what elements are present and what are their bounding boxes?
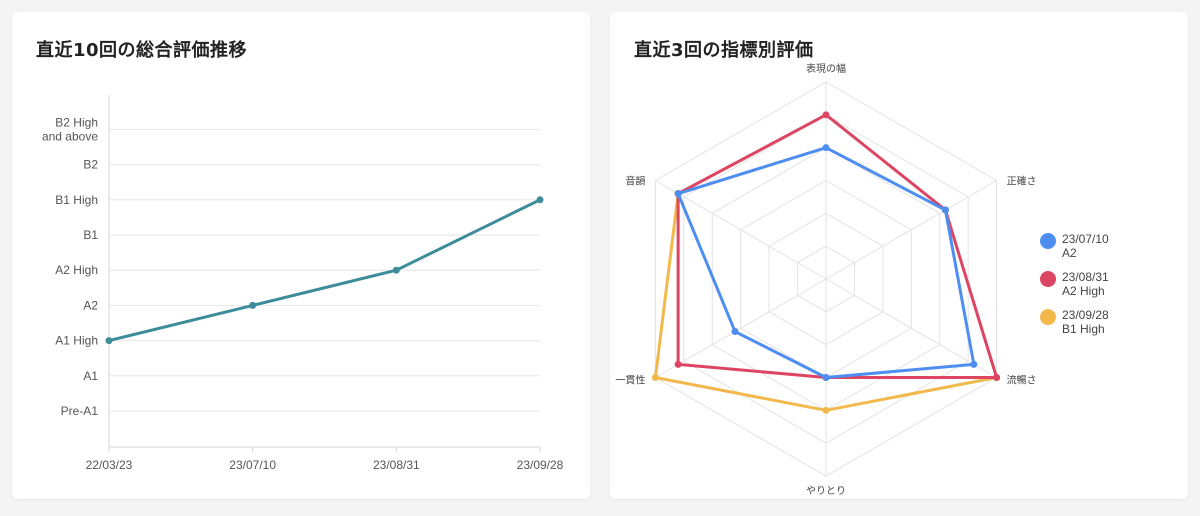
legend-date: 23/08/31 <box>1062 270 1109 284</box>
legend-color-dot <box>1040 309 1056 325</box>
series-line <box>108 198 541 343</box>
x-tick-label: 23/08/31 <box>373 458 420 472</box>
y-tick-label: Pre-A1 <box>61 404 99 418</box>
radar-axis-label: 正確さ <box>1007 175 1037 188</box>
x-tick-label: 22/03/23 <box>86 458 133 472</box>
radar-data-point <box>674 360 682 368</box>
radar-data-point <box>822 406 830 414</box>
y-tick-label: B2 High and above <box>42 115 98 143</box>
legend-item[interactable]: 23/08/31 A2 High <box>1040 270 1109 298</box>
radar-axis-label: 表現の幅 <box>806 62 846 75</box>
legend-color-dot <box>1040 271 1056 287</box>
radar-axis-label: 音韻 <box>625 175 645 188</box>
legend-item[interactable]: 23/07/10 A2 <box>1040 232 1109 260</box>
data-point <box>536 196 544 204</box>
legend-label: 23/08/31 A2 High <box>1062 270 1109 298</box>
radar-data-point <box>993 374 1001 381</box>
x-tick-label: 23/07/10 <box>229 458 276 472</box>
legend-level: A2 High <box>1062 284 1105 298</box>
line-chart-title: 直近10回の総合評価推移 <box>36 40 248 61</box>
y-tick-label: B1 <box>83 228 98 242</box>
legend-label: 23/09/28 B1 High <box>1062 308 1109 336</box>
radar-legend: 23/07/10 A2 23/08/31 A2 High 23/09/28 B1 High <box>1040 232 1109 346</box>
radar-data-point <box>822 374 830 381</box>
indicator-radar-card: 直近3回の指標別評価 表現の幅 正確さ 流暢さ やりとり 一貫性 音韻 23/07/10 A… <box>610 12 1188 499</box>
data-point <box>249 301 257 309</box>
radar-data-point <box>941 206 949 214</box>
legend-level: A2 <box>1062 246 1077 260</box>
overall-trend-card: 直近10回の総合評価推移 Pre-A1 A1 A1 High A2 A2 High B1 B… <box>12 12 590 499</box>
radar-data-point <box>970 360 978 368</box>
data-point <box>105 337 113 345</box>
overall-trend-line-chart: Pre-A1 A1 A1 High A2 A2 High B1 B1 High B2 B2 Hi… <box>42 95 564 472</box>
radar-data-point <box>731 328 739 336</box>
y-tick-label: A2 High <box>55 263 98 277</box>
radar-data-point <box>674 190 682 198</box>
radar-axis-label: 流暢さ <box>1007 374 1037 387</box>
radar-spoke <box>655 278 827 378</box>
radar-axis-label: 一貫性 <box>615 374 645 387</box>
data-point <box>392 266 400 274</box>
radar-series-line <box>653 193 997 412</box>
radar-spoke <box>655 180 827 280</box>
legend-date: 23/07/10 <box>1062 232 1109 246</box>
legend-label: 23/07/10 A2 <box>1062 232 1109 260</box>
y-tick-label: A2 <box>83 298 98 312</box>
y-tick-label: A1 High <box>55 334 98 348</box>
radar-data-point <box>822 144 830 152</box>
radar-chart-title: 直近3回の指標別評価 <box>634 40 814 61</box>
x-tick-label: 23/09/28 <box>517 458 564 472</box>
legend-level: B1 High <box>1062 322 1105 336</box>
radar-data-point <box>651 374 659 381</box>
y-tick-label: B1 High <box>55 193 98 207</box>
radar-spoke <box>825 180 997 280</box>
radar-spoke <box>825 278 997 378</box>
legend-date: 23/09/28 <box>1062 308 1109 322</box>
radar-axis-label: やりとり <box>806 485 846 497</box>
legend-item[interactable]: 23/09/28 B1 High <box>1040 308 1109 336</box>
y-tick-label: B2 <box>83 158 98 172</box>
y-tick-label: A1 <box>83 369 98 383</box>
legend-color-dot <box>1040 233 1056 249</box>
radar-data-point <box>822 111 830 119</box>
